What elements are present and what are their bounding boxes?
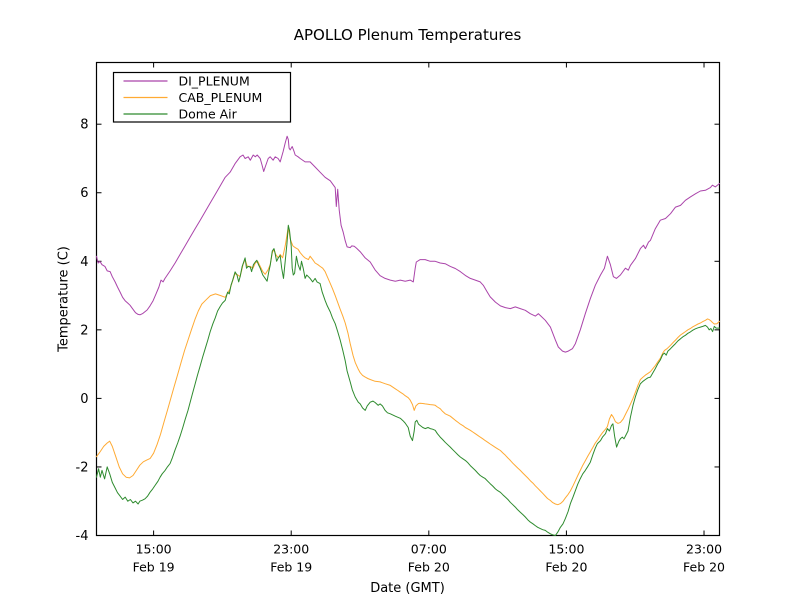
- x-tick-label: Feb 20: [408, 560, 450, 575]
- x-tick-label: 23:00: [273, 542, 309, 557]
- y-tick-label: 4: [80, 255, 88, 270]
- x-tick-label: 23:00: [686, 542, 722, 557]
- y-tick-label: 6: [80, 186, 88, 201]
- x-tick-label: 07:00: [411, 542, 447, 557]
- y-tick-label: -4: [76, 529, 89, 544]
- x-axis-label: Date (GMT): [370, 581, 445, 596]
- legend-label: DI_PLENUM: [179, 74, 250, 89]
- chart-title: APOLLO Plenum Temperatures: [293, 26, 522, 44]
- x-tick-label: Feb 20: [545, 560, 587, 575]
- x-tick-label: Feb 19: [133, 560, 175, 575]
- y-tick-label: -2: [76, 460, 89, 475]
- series-line-di-plenum: [96, 135, 720, 353]
- legend-label: Dome Air: [179, 107, 238, 122]
- x-tick-label: Feb 19: [270, 560, 312, 575]
- x-tick-label: 15:00: [548, 542, 584, 557]
- y-tick-label: 0: [80, 392, 88, 407]
- legend-label: CAB_PLENUM: [179, 90, 263, 105]
- y-tick-label: 8: [80, 118, 88, 133]
- series-line-dome-air: [96, 224, 720, 536]
- y-tick-label: 2: [80, 323, 88, 338]
- x-tick-label: Feb 20: [683, 560, 725, 575]
- y-axis-label: Temperature (C): [56, 246, 72, 352]
- axes-frame: [95, 61, 721, 537]
- x-tick-label: 15:00: [136, 542, 172, 557]
